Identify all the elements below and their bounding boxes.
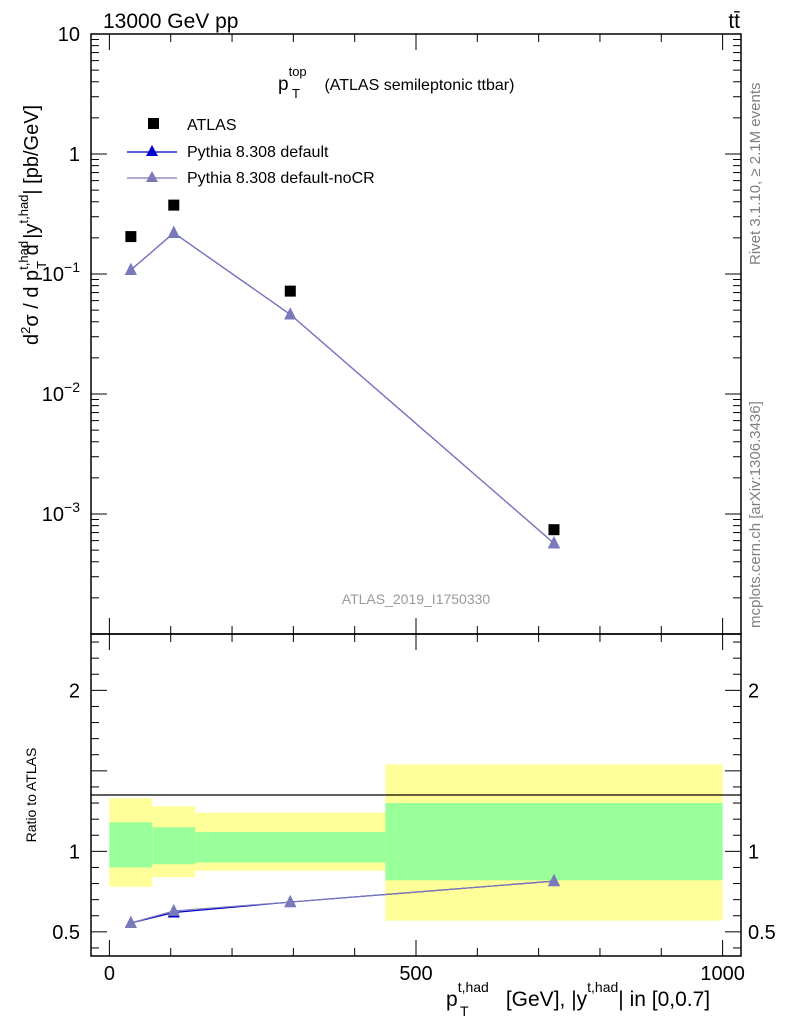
y-tick-label: 10−1 [42,259,80,286]
ratio-y-axis-label: Ratio to ATLAS [23,748,39,843]
atlas-data-point [168,199,180,211]
x-axis-label: pt,had T [GeV], |yt,had| in [0,0.7] [446,979,710,1019]
ratio-band-inner [109,822,153,868]
legend-nocr-marker [146,171,158,182]
ratio-band-inner [152,827,196,865]
atlas-data-point [284,285,296,297]
atlas-data-point [125,231,137,243]
analysis-watermark: ATLAS_2019_I1750330 [342,591,491,607]
header-energy: 13000 GeV pp [103,10,238,33]
mc-nocr-point [284,307,297,320]
ratio-nocr-line [130,880,555,924]
legend-default-label: Pythia 8.308 default [187,144,329,161]
main-y-axis-label: d2σ / d pt,had T d |yt,had| [pb/GeV] [16,105,49,345]
ratio-frame [90,633,742,957]
x-tick-label: 1000 [700,963,745,985]
main-panel: 10−3 10−2 10−1 1 10 ptop T (ATLAS semileptoni… [16,24,742,635]
y-tick-label: 10 [58,24,80,46]
ratio-y-tick-label-left: 1 [69,841,80,863]
main-axis-ticks: 10−3 10−2 10−1 1 10 [42,24,741,635]
mc-nocr-point [124,262,137,275]
mc-nocr-line [130,232,555,544]
legend-nocr-label: Pythia 8.308 default-noCR [187,170,375,187]
ratio-uncertainty-bands [109,764,723,921]
mc-nocr-point [167,225,180,238]
y-tick-label: 10−3 [42,499,80,526]
legend: ATLAS Pythia 8.308 default Pythia 8.308 … [127,117,375,187]
ratio-nocr-point [284,895,297,908]
x-tick-label: 500 [399,963,432,985]
mc-nocr-point [547,536,560,549]
legend-atlas-marker [148,118,159,129]
ratio-data-marks [124,874,560,928]
mc-default-line [130,232,555,544]
ratio-band-inner [385,803,723,881]
ratio-nocr-point [167,903,180,916]
legend-default-marker [146,145,158,156]
y-tick-label: 1 [69,144,80,166]
header-process: tt̄ [728,10,740,33]
ratio-y-tick-label-left: 2 [69,680,80,702]
ratio-nocr-point [547,874,560,887]
ratio-y-tick-label-left: 0.5 [52,922,80,944]
main-data-marks [124,199,560,549]
legend-atlas-label: ATLAS [187,117,237,134]
ratio-y-tick-label-right: 0.5 [748,922,776,944]
ratio-nocr-point [124,915,137,928]
rivet-version-label: Rivet 3.1.10, ≥ 2.1M events [747,83,764,266]
source-label: mcplots.cern.ch [arXiv:1306.3436] [747,401,764,628]
plot-title: ptop T (ATLAS semileptonic ttbar) [278,64,514,101]
ratio-y-tick-label-right: 2 [748,680,759,702]
ratio-band-inner [195,832,386,863]
x-tick-label: 0 [104,963,115,985]
y-tick-label: 10−2 [42,379,80,406]
atlas-data-point [548,524,560,536]
ratio-y-tick-label-right: 1 [748,841,759,863]
